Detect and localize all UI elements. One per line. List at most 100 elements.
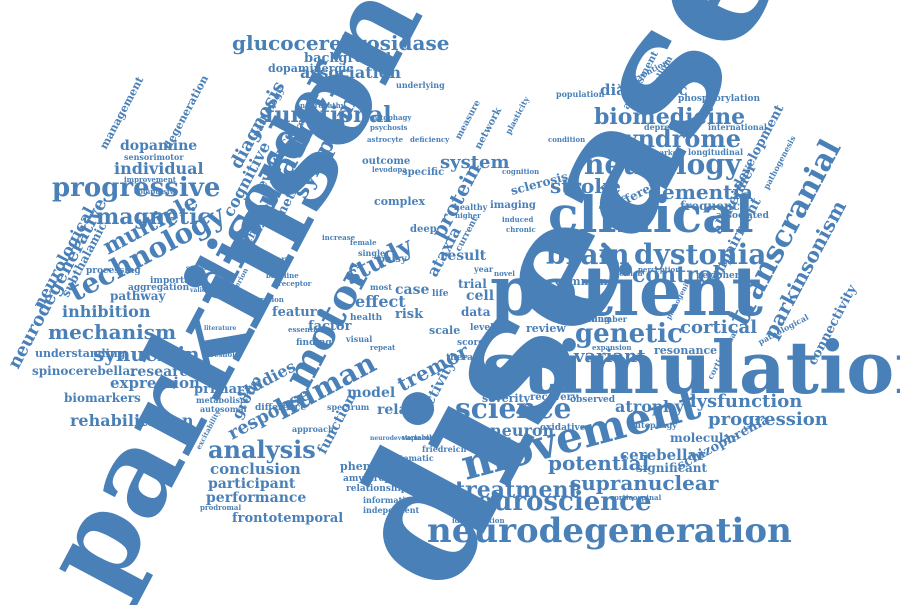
word-psychosis: psychosis [370,123,408,132]
word-system: system [440,152,510,173]
word-underlying: underlying [396,80,445,90]
word-duration: duration [250,295,284,304]
word-trial: trial [458,277,487,291]
word-cognition: cognition [502,167,539,176]
word-systematic: systematic [386,453,434,463]
word-severity: severity [482,392,531,405]
word-therapy: therapy [446,353,485,363]
word-individual: individual [114,159,204,178]
word-supranuclear: supranuclear [570,471,719,495]
word-approach: approach [292,424,334,434]
word-progressive: progressive [52,173,220,203]
word-screening: screening [186,265,220,272]
word-neuron: neuron [490,421,555,440]
word-oxidative: oxidative [540,423,586,433]
word-perception: perception [638,265,680,274]
word-number: number [592,314,628,324]
word-dystonia: dystonia [634,238,766,271]
word-review: review [526,322,566,335]
word-condition: condition [548,135,585,144]
word-background: background [304,51,391,66]
word-dysfunction: dysfunction [684,391,802,412]
word-literature: literature [204,325,236,332]
word-related: related [377,402,433,418]
word-significant: significant [636,461,708,475]
word-improvement: improvement [124,175,177,184]
word-frontotemporal: frontotemporal [232,511,343,526]
word-dopaminergic: dopaminergic [268,62,353,75]
word-sensory: sensory [256,254,290,264]
word-diagnostic: diagnostic [600,81,688,99]
word-expression: expression [110,374,200,392]
word-finding: finding [296,338,332,348]
word-stimulation: stimulation [482,325,900,410]
word-chronic: chronic [506,225,536,234]
word-visual: visual [345,334,372,344]
word-imaging: imaging [490,200,536,211]
word-sensorimotor: sensorimotor [124,152,184,162]
word-friedreich: friedreich [422,444,467,454]
word-glucocerebrosidase: glucocerebrosidase [232,31,449,55]
word-metabolism: metabolism [196,395,249,405]
word-inhibition: inhibition [62,302,151,321]
word-decision: decision [610,269,643,278]
word-scale: scale [429,324,460,337]
word-international: international [708,122,767,132]
word-potential: potential [548,451,650,475]
word-important: important [150,276,202,286]
word-threshold: threshold [202,350,240,359]
word-single: single [358,248,385,258]
word-corticospinal: corticospinal [610,493,662,502]
word-information: information [363,495,417,505]
word-effect: effect [355,292,406,311]
word-specific: specific [402,167,444,178]
word-progression: progression [708,409,828,430]
word-life: life [432,289,449,299]
word-cell: cell [466,288,494,304]
word-treatment: treatment [455,477,579,503]
word-conclusion: conclusion [210,460,301,478]
word-dopamine: dopamine [120,138,197,154]
word-genetic: genetic [575,319,683,349]
word-validation: validation [189,287,224,294]
word-female: female [350,238,377,247]
word-observed: observed [570,395,616,405]
word-mechanism: mechanism [48,320,176,344]
word-phenotype: phenotype [340,460,404,473]
word-biomarker: biomarker [640,148,681,157]
word-cerebellar: cerebellar [620,446,706,464]
word-association: association [300,63,401,82]
word-astrocyte: astrocyte [367,135,404,144]
word-neurodevelopmental: neurodevelopmental [370,435,440,442]
word-most: most [370,282,392,292]
word-associated: associated [716,211,770,221]
word-healthy: healthy [454,202,488,212]
word-clinical: clinical [548,185,754,244]
word-learning: learning [568,315,611,325]
word-understanding: understanding [35,347,126,360]
word-score: score [457,338,484,348]
word-health: health [350,313,383,323]
word-autophagy: autophagy [630,420,677,430]
word-compulsive: compulsive [134,187,179,196]
word-expansion: expansion [592,343,632,352]
word-amyotrophic: amyotrophic [343,474,407,484]
word-cortical: cortical [680,317,757,338]
word-data: data [461,305,491,319]
word-biomarkers: biomarkers [64,391,141,405]
word-feature: feature [272,305,325,320]
word-neurodegeneration: neurodegeneration [427,511,792,551]
word-neuroscience: neuroscience [458,487,652,517]
word-longitudinal: longitudinal [688,147,743,157]
word-syndrome: syndrome [610,124,741,153]
word-baseline: baseline [266,271,299,280]
word-amyloid: amyloid [463,436,512,449]
word-identification: identification [452,516,505,525]
word-frequency: frequency [680,199,748,213]
word-variant: variant [573,346,646,367]
word-aggregation: aggregation [128,283,190,293]
word-mitophagy: mitophagy [370,113,412,122]
word-atrophy: atrophy [615,397,685,416]
